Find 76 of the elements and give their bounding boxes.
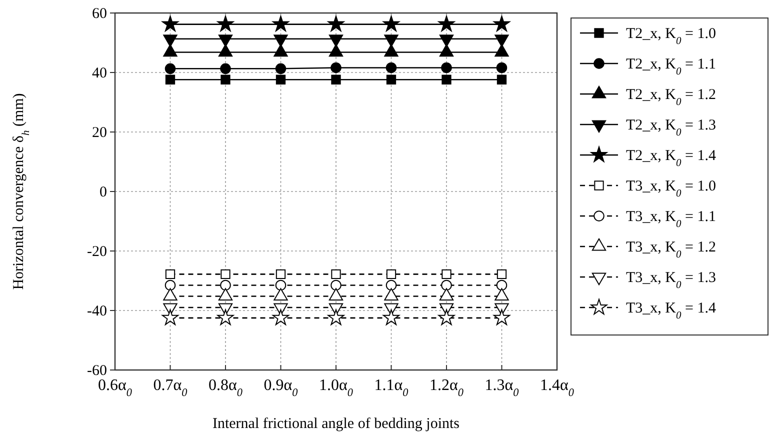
point: [439, 44, 454, 57]
x-tick-label: 1.2α$_{0}$: [430, 377, 464, 399]
x-tick-label: 1.1α$_{0}$: [374, 377, 409, 399]
point: [163, 44, 178, 57]
y-tick-label: 20: [92, 125, 107, 141]
point: [328, 44, 344, 57]
point: [275, 63, 286, 74]
point: [220, 269, 230, 280]
y-tick-label: 0: [100, 184, 107, 200]
point: [386, 269, 396, 280]
point: [438, 309, 455, 326]
x-tick-label: 0.7α$_{0}$: [153, 377, 188, 399]
point: [442, 74, 452, 84]
y-tick-label: 60: [92, 6, 107, 22]
y-tick-label: -40: [87, 304, 107, 320]
point: [164, 63, 176, 74]
point: [496, 74, 507, 84]
point: [162, 16, 179, 32]
x-tick-label: 0.9α$_{0}$: [264, 377, 298, 399]
point: [331, 74, 341, 84]
legend-label: T2_x, K$_{0}$ = 1.0: [626, 26, 716, 46]
point: [441, 62, 452, 74]
legend-label: T2_x, K$_{0}$ = 1.3: [626, 118, 716, 138]
point: [272, 16, 290, 32]
legend-label: T3_x, K$_{0}$ = 1.3: [626, 270, 716, 290]
y-tick-label: 40: [92, 66, 107, 82]
y-tick-label: -20: [87, 244, 107, 260]
point: [494, 44, 509, 57]
point: [164, 280, 176, 291]
legend-label: T2_x, K$_{0}$ = 1.4: [626, 148, 716, 168]
point: [493, 309, 510, 326]
point: [328, 16, 344, 32]
point: [276, 74, 286, 84]
point: [330, 280, 342, 291]
x-axis-title: Internal frictional angle of bedding joints: [212, 416, 460, 432]
point: [382, 16, 400, 32]
legend-label: T2_x, K$_{0}$ = 1.2: [626, 87, 716, 108]
point: [220, 63, 231, 74]
point: [328, 309, 344, 326]
point: [165, 269, 176, 280]
point: [330, 62, 342, 74]
x-tick-label: 0.8α$_{0}$: [208, 377, 243, 399]
legend-label: T3_x, K$_{0}$ = 1.0: [626, 178, 716, 199]
point: [496, 280, 508, 291]
x-tick-label: 1.3α$_{0}$: [484, 377, 520, 399]
point: [275, 280, 286, 291]
point: [220, 74, 230, 84]
point: [386, 280, 397, 291]
point: [442, 269, 452, 280]
point: [496, 62, 508, 74]
point: [384, 44, 398, 57]
x-tick-label: 1.4α$_{0}$: [540, 377, 574, 399]
legend-label: T3_x, K$_{0}$ = 1.4: [626, 300, 716, 321]
point: [386, 62, 397, 74]
point: [438, 16, 455, 32]
point: [331, 269, 341, 280]
legend-label: T2_x, K$_{0}$ = 1.1: [626, 56, 716, 77]
legend-label: T3_x, K$_{0}$ = 1.1: [626, 209, 716, 230]
legend-label: T3_x, K$_{0}$ = 1.2: [626, 240, 716, 260]
point: [441, 280, 452, 291]
point: [386, 74, 396, 84]
point: [217, 16, 234, 32]
point: [493, 16, 510, 32]
point: [217, 309, 234, 326]
x-tick-label: 1.0α$_{0}$: [319, 377, 354, 399]
x-tick-label: 0.6α$_{0}$: [98, 377, 132, 399]
point: [272, 309, 290, 326]
point: [220, 280, 231, 291]
point: [276, 269, 286, 280]
point: [218, 44, 233, 57]
point: [274, 44, 288, 57]
point: [165, 74, 176, 84]
point: [162, 309, 179, 326]
point: [382, 309, 400, 326]
y-tick-label: -60: [87, 363, 107, 379]
point: [496, 269, 507, 280]
